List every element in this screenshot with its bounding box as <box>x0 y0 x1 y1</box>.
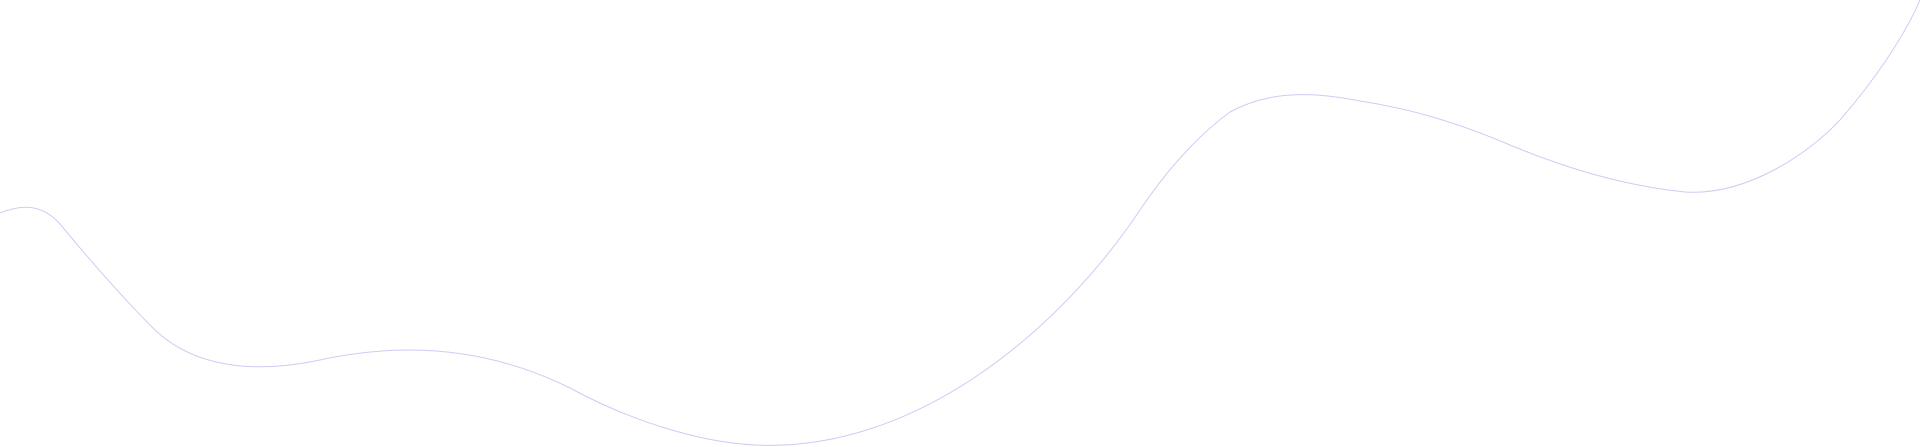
decorative-wave <box>0 0 1920 446</box>
page-background <box>0 0 1920 447</box>
wave-line <box>0 0 1920 446</box>
